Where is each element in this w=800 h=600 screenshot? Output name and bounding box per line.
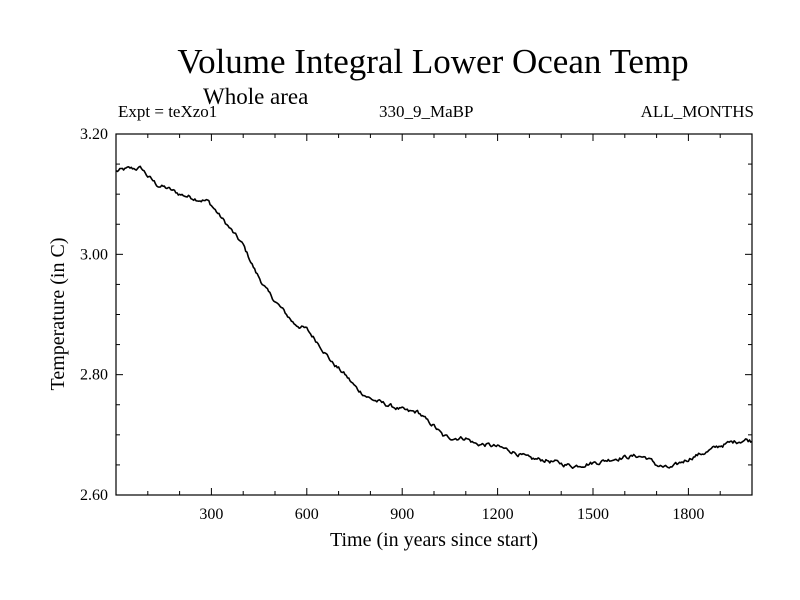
months-label: ALL_MONTHS [640, 102, 754, 121]
tick-marks [116, 134, 752, 495]
x-tick-label: 1500 [577, 506, 609, 523]
x-tick-label: 300 [199, 506, 223, 523]
chart-subtitle: Whole area [203, 84, 309, 109]
y-tick-label: 3.20 [80, 126, 108, 143]
y-axis-label: Temperature (in C) [47, 238, 69, 391]
y-tick-labels: 2.60 2.80 3.00 3.20 [80, 126, 108, 504]
x-tick-labels: 300 600 900 1200 1500 1800 [199, 506, 704, 523]
x-tick-label: 900 [390, 506, 414, 523]
x-axis-label: Time (in years since start) [330, 529, 538, 551]
y-tick-label: 3.00 [80, 246, 108, 263]
temperature-series-line [115, 165, 753, 469]
x-tick-label: 1800 [672, 506, 704, 523]
chart-title: Volume Integral Lower Ocean Temp [177, 42, 689, 81]
x-tick-label: 1200 [482, 506, 514, 523]
plot-frame [115, 133, 753, 496]
y-tick-label: 2.60 [80, 487, 108, 504]
y-tick-label: 2.80 [80, 367, 108, 384]
period-label: 330_9_MaBP [379, 102, 474, 121]
experiment-label: Expt = teXzo1 [118, 102, 218, 121]
x-tick-label: 600 [295, 506, 319, 523]
